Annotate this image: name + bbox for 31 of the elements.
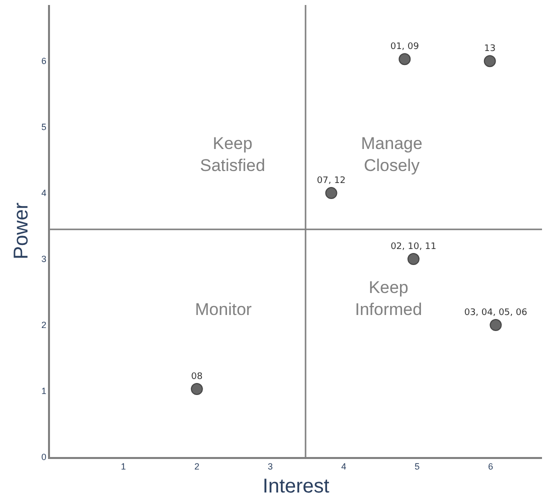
- y-tick-label: 6: [41, 56, 46, 66]
- text: 13: [484, 44, 496, 54]
- point: [484, 55, 496, 68]
- y-axis-title: Power: [10, 202, 32, 260]
- y-tick-label: 1: [41, 386, 46, 396]
- point: [190, 383, 203, 396]
- text: 07, 12: [316, 176, 346, 186]
- text: 03, 04, 05, 06: [464, 308, 528, 318]
- text: 01, 09: [390, 42, 419, 52]
- point: [407, 253, 420, 266]
- x-tick-label: 3: [268, 462, 273, 472]
- x-tick-label: 1: [120, 462, 126, 472]
- annotation: Keep Informed: [355, 278, 422, 320]
- x-tick-label: 2: [194, 462, 200, 472]
- y-tick-label: 3: [41, 254, 46, 264]
- y-tick-label: 5: [41, 122, 46, 132]
- text: 02, 10, 11: [390, 242, 436, 252]
- point: [398, 53, 411, 66]
- annotation: Monitor: [195, 300, 252, 319]
- x-tick-label: 5: [414, 462, 420, 472]
- annotation: Manage Closely: [361, 134, 422, 176]
- y-tick-label: 0: [41, 452, 46, 462]
- point: [490, 319, 502, 332]
- x-tick-label: 4: [341, 462, 346, 472]
- y-tick-label: 2: [41, 320, 46, 330]
- annotation: Keep Satisfied: [200, 134, 266, 176]
- x-tick-label: 6: [488, 462, 494, 472]
- point: [325, 187, 338, 200]
- x-axis-title: Interest: [262, 476, 330, 498]
- text: 08: [191, 372, 203, 382]
- y-tick-label: 4: [41, 188, 46, 198]
